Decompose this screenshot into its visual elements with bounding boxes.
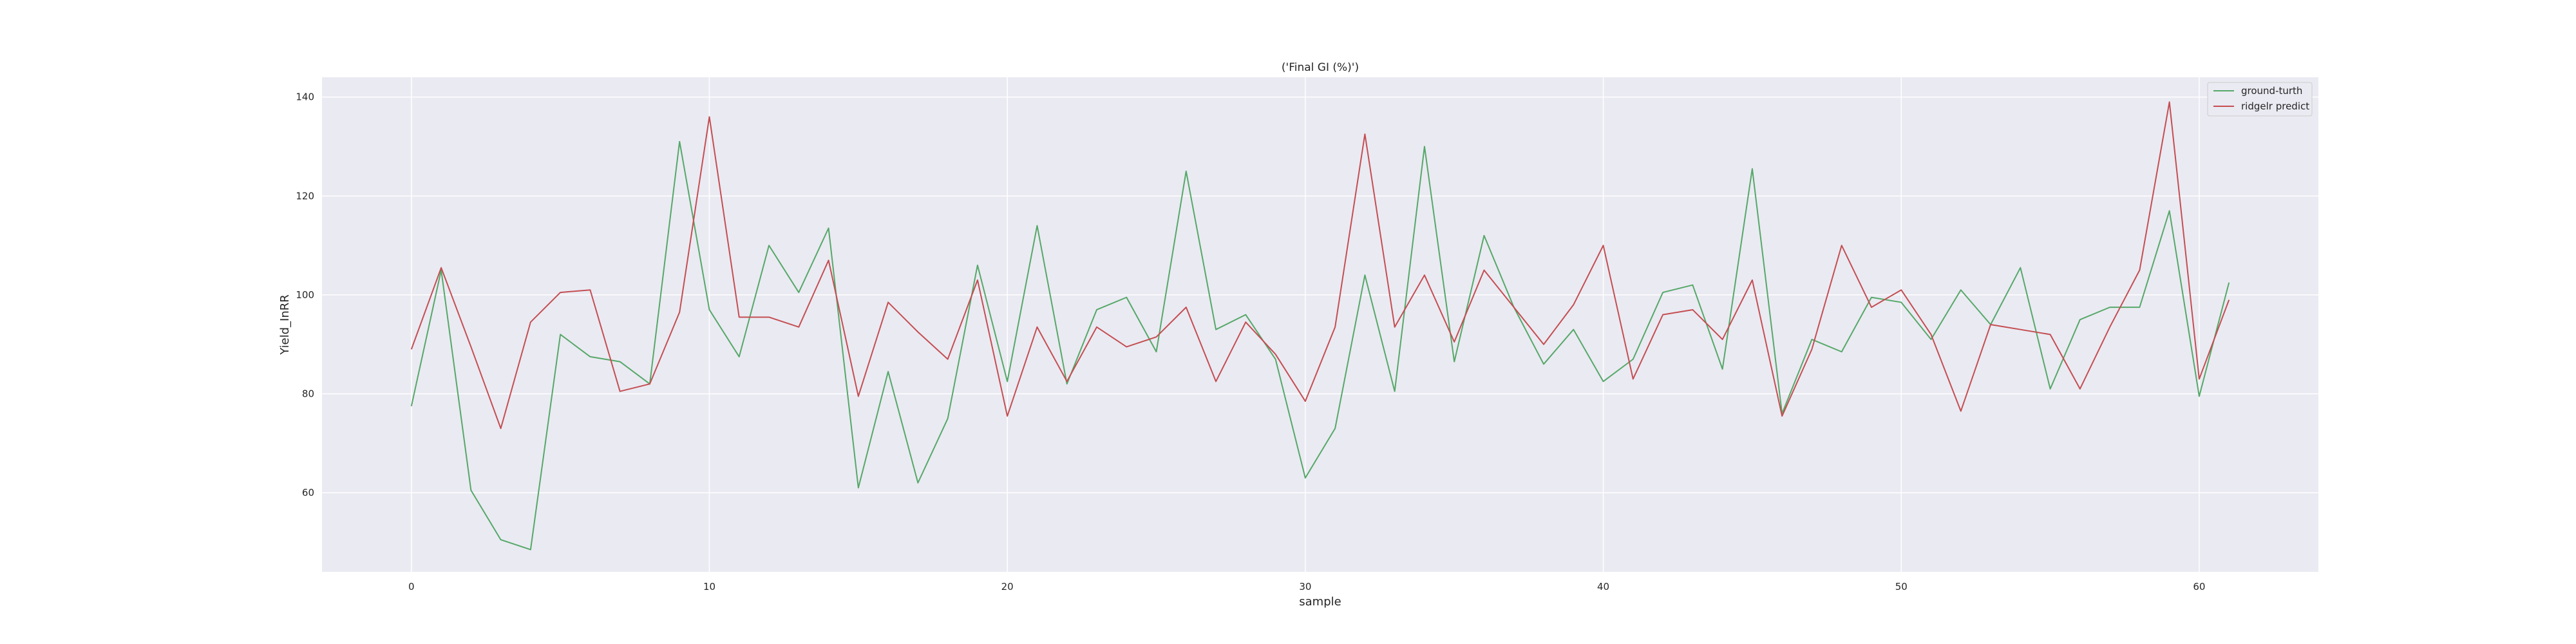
gridlines bbox=[322, 77, 2318, 572]
y-tick-label: 80 bbox=[302, 388, 314, 400]
x-tick-label: 30 bbox=[1299, 581, 1311, 592]
legend-label-ground-turth: ground-turth bbox=[2241, 85, 2302, 97]
x-tick-label: 40 bbox=[1597, 581, 1609, 592]
x-tick-label: 0 bbox=[408, 581, 415, 592]
chart-title: ('Final GI (%)') bbox=[1282, 61, 1359, 74]
x-tick-label: 50 bbox=[1895, 581, 1908, 592]
x-tick-labels: 0 10 20 30 40 50 60 bbox=[408, 581, 2205, 592]
series-line-ridgelr-predict bbox=[410, 101, 2230, 430]
y-tick-labels: 60 80 100 120 140 bbox=[296, 91, 314, 498]
series-layer bbox=[410, 101, 2230, 551]
y-tick-label: 60 bbox=[302, 487, 314, 498]
y-tick-label: 120 bbox=[296, 190, 314, 202]
x-tick-label: 20 bbox=[1001, 581, 1014, 592]
y-tick-label: 140 bbox=[296, 91, 314, 103]
x-tick-label: 60 bbox=[2193, 581, 2205, 592]
series-line-ground-turth bbox=[410, 140, 2230, 551]
legend: ground-turth ridgelr predict bbox=[2207, 82, 2313, 117]
legend-label-ridgelr-predict: ridgelr predict bbox=[2241, 100, 2309, 112]
x-tick-label: 10 bbox=[703, 581, 715, 592]
plot-background bbox=[322, 77, 2318, 572]
x-axis-title: sample bbox=[1299, 595, 1341, 609]
y-tick-label: 100 bbox=[296, 289, 314, 301]
y-axis-title: Yield_InRR bbox=[278, 294, 292, 355]
